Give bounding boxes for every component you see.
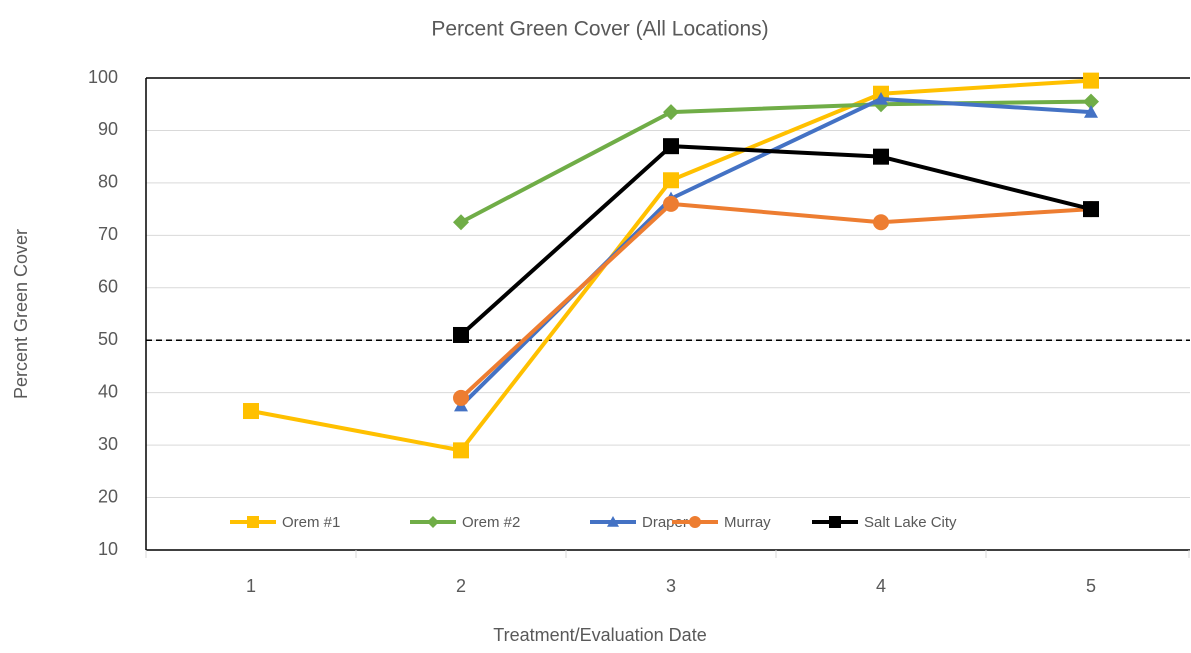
- marker: [829, 516, 841, 528]
- y-tick-label: 20: [98, 486, 118, 506]
- series-line: [459, 144, 1092, 337]
- series-line: [459, 201, 1092, 400]
- marker: [1083, 93, 1099, 110]
- y-tick-label: 90: [98, 119, 118, 139]
- x-tick-label: 5: [1086, 576, 1096, 596]
- legend-label: Draper: [642, 514, 688, 531]
- y-tick-label: 50: [98, 329, 118, 349]
- y-tick-label: 10: [98, 539, 118, 559]
- legend-label: Salt Lake City: [864, 514, 957, 531]
- legend-label: Orem #1: [282, 514, 340, 531]
- x-tick-label: 1: [246, 576, 256, 596]
- marker: [873, 214, 889, 231]
- x-tick-label: 3: [666, 576, 676, 596]
- marker: [1083, 72, 1099, 89]
- marker: [873, 148, 889, 165]
- marker: [453, 326, 469, 343]
- marker: [247, 516, 259, 528]
- y-tick-label: 30: [98, 434, 118, 454]
- marker: [453, 389, 469, 406]
- y-tick-label: 60: [98, 277, 118, 297]
- series-line: [460, 99, 1092, 224]
- series-line: [250, 78, 1092, 453]
- marker: [663, 138, 679, 155]
- marker: [663, 172, 679, 189]
- x-axis-title: Treatment/Evaluation Date: [493, 625, 706, 645]
- marker: [1084, 105, 1098, 118]
- y-tick-label: 100: [88, 67, 118, 87]
- y-tick-label: 40: [98, 381, 118, 401]
- marker: [427, 516, 439, 528]
- marker: [663, 195, 679, 212]
- marker: [607, 516, 619, 527]
- y-tick-label: 70: [98, 224, 118, 244]
- y-tick-label: 80: [98, 172, 118, 192]
- marker: [689, 516, 701, 528]
- marker: [243, 403, 259, 420]
- marker: [453, 442, 469, 459]
- marker: [663, 104, 679, 121]
- chart-title: Percent Green Cover (All Locations): [431, 18, 768, 41]
- y-axis-title: Percent Green Cover: [11, 229, 31, 399]
- legend-label: Murray: [724, 514, 771, 531]
- legend-label: Orem #2: [462, 514, 520, 531]
- marker: [453, 214, 469, 231]
- marker: [874, 91, 888, 105]
- x-tick-label: 2: [456, 576, 466, 596]
- marker: [1083, 201, 1099, 218]
- x-tick-label: 4: [876, 576, 886, 596]
